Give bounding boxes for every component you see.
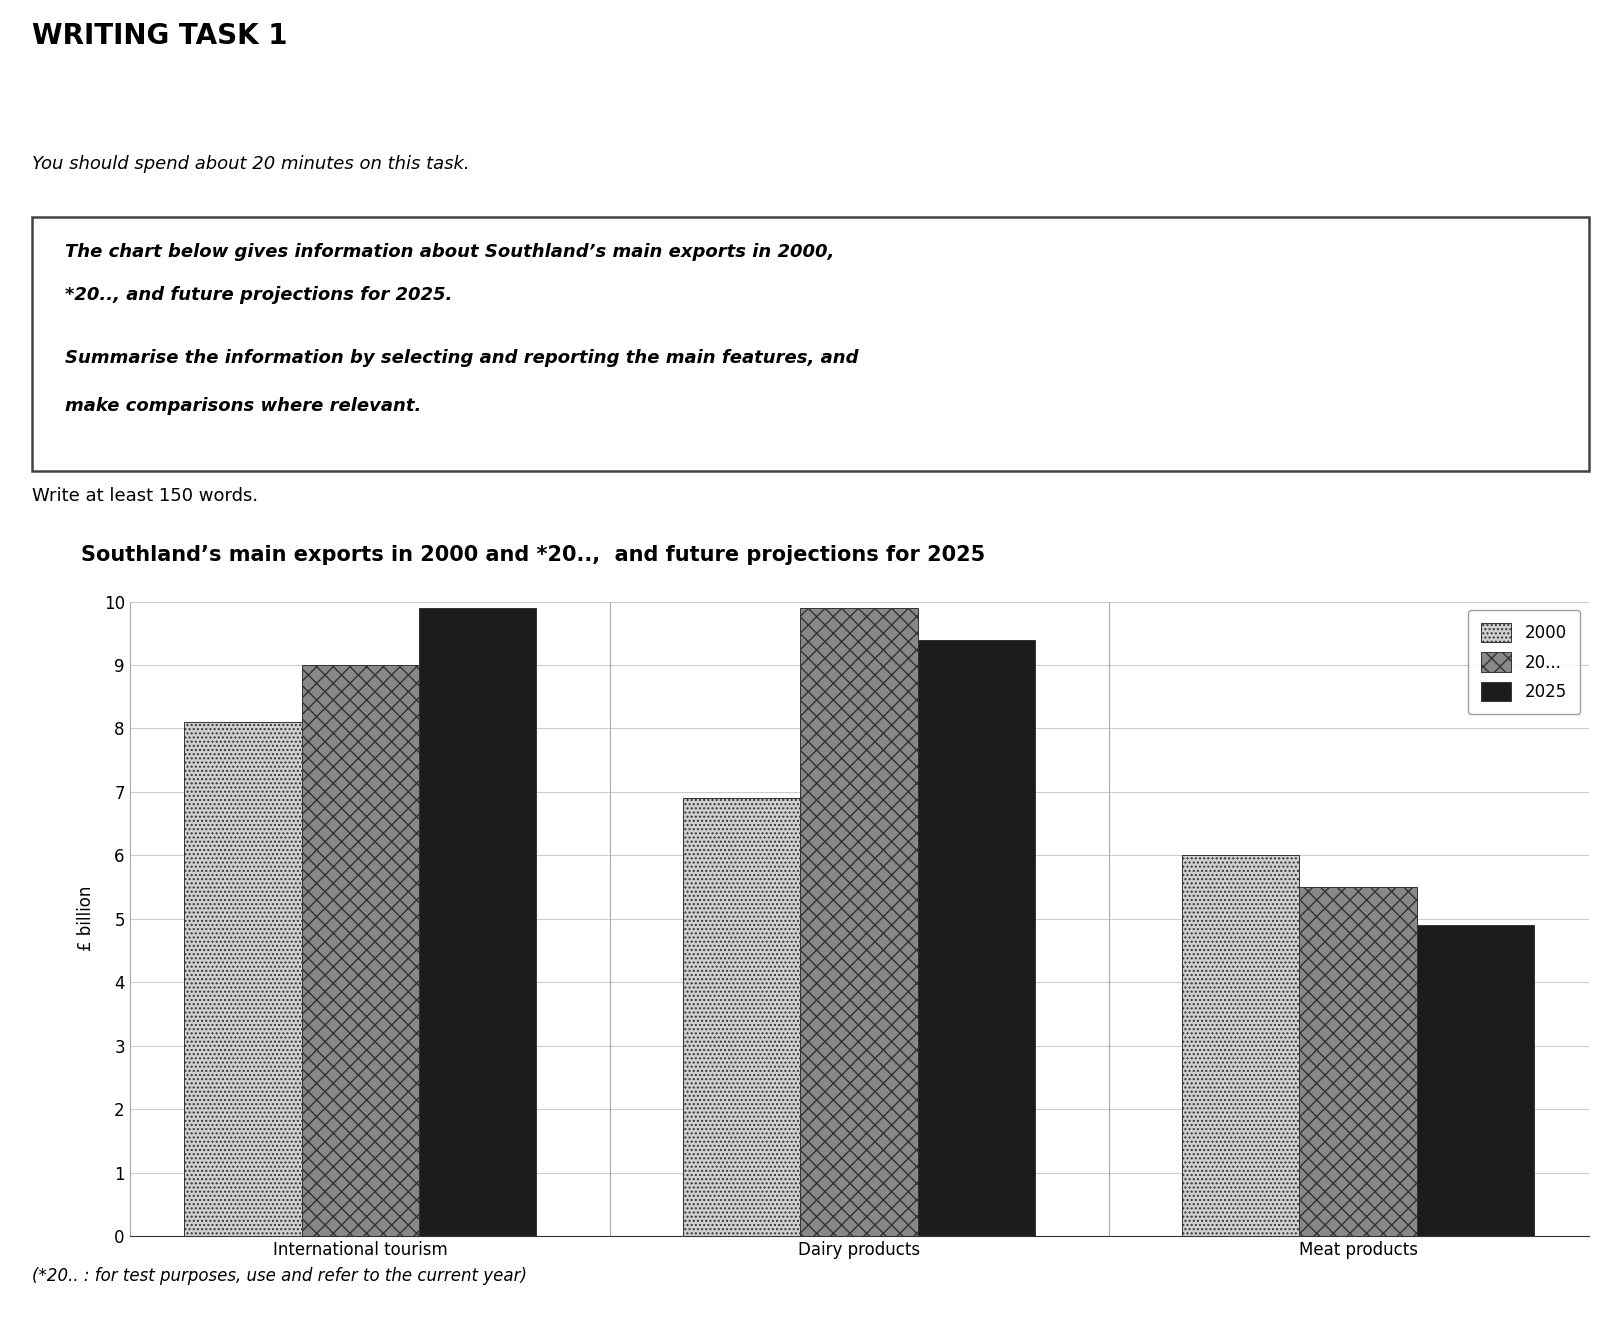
Text: Southland’s main exports in 2000 and *20..,  and future projections for 2025: Southland’s main exports in 2000 and *20… [81,545,986,566]
Bar [1417,925,1533,1236]
Text: The chart below gives information about Southland’s main exports in 2000,: The chart below gives information about … [65,243,835,262]
Bar [1300,887,1417,1236]
Text: Write at least 150 words.: Write at least 150 words. [32,486,258,505]
Text: WRITING TASK 1: WRITING TASK 1 [32,22,289,50]
Bar [682,798,801,1236]
Text: Summarise the information by selecting and reporting the main features, and: Summarise the information by selecting a… [65,349,859,368]
Text: *20.., and future projections for 2025.: *20.., and future projections for 2025. [65,286,452,304]
Bar [418,608,537,1236]
Bar [801,608,917,1236]
Bar [185,722,302,1236]
Bar [1182,855,1300,1236]
Legend: 2000, 20..., 2025: 2000, 20..., 2025 [1469,609,1580,714]
Y-axis label: £ billion: £ billion [78,886,96,952]
FancyBboxPatch shape [32,217,1589,471]
Bar [302,665,418,1236]
Text: make comparisons where relevant.: make comparisons where relevant. [65,397,421,415]
Bar [917,640,1036,1236]
Text: You should spend about 20 minutes on this task.: You should spend about 20 minutes on thi… [32,156,470,173]
Text: (*20.. : for test purposes, use and refer to the current year): (*20.. : for test purposes, use and refe… [32,1266,527,1285]
